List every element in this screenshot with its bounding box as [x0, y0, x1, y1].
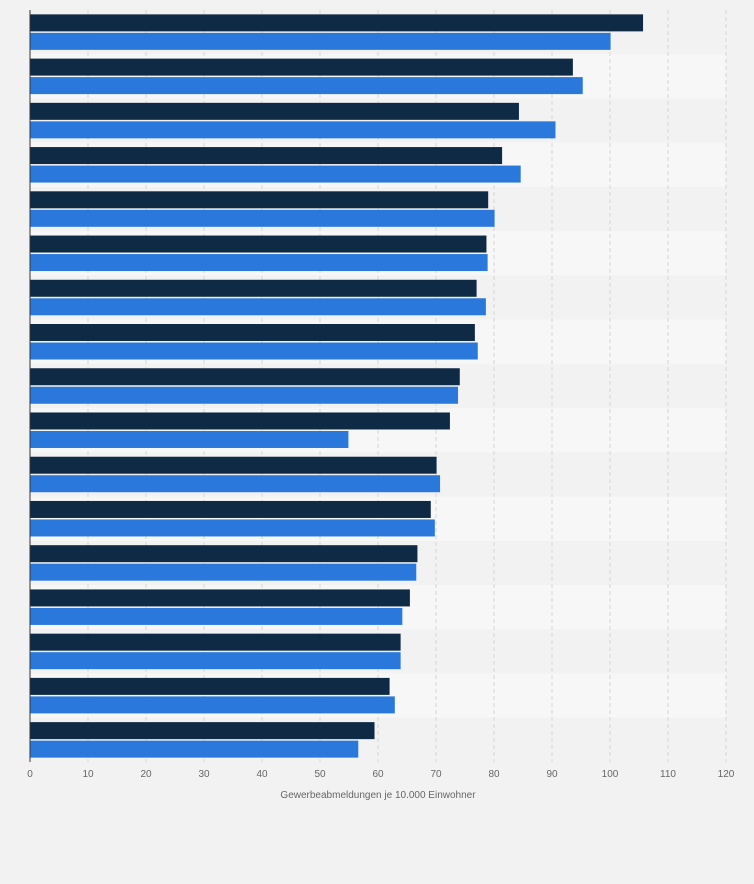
bar-series-2 — [30, 121, 556, 139]
bar-series-1 — [30, 500, 431, 518]
bar-series-1 — [30, 147, 503, 165]
bars — [30, 14, 644, 758]
bar-series-2 — [30, 475, 441, 493]
x-tick-label: 0 — [27, 769, 33, 780]
bar-series-1 — [30, 545, 418, 563]
bar-series-1 — [30, 235, 487, 253]
bar-series-2 — [30, 652, 401, 670]
x-tick-label: 40 — [256, 769, 268, 780]
bar-series-2 — [30, 254, 488, 272]
x-tick-label: 80 — [488, 769, 500, 780]
bar-series-1 — [30, 191, 489, 209]
bar-series-1 — [30, 102, 519, 120]
bar-series-1 — [30, 279, 477, 297]
x-tick-label: 30 — [198, 769, 210, 780]
x-axis-ticks: 0 10 20 30 40 50 60 70 80 90 100 110 120 — [27, 769, 735, 780]
x-tick-label: 60 — [372, 769, 384, 780]
bar-series-1 — [30, 14, 644, 32]
x-tick-label: 120 — [718, 769, 735, 780]
bar-series-2 — [30, 386, 459, 404]
bar-series-1 — [30, 589, 410, 607]
bar-series-2 — [30, 298, 486, 316]
x-tick-label: 50 — [314, 769, 326, 780]
bar-series-1 — [30, 58, 573, 76]
bar-series-2 — [30, 342, 478, 360]
bar-series-2 — [30, 32, 611, 50]
bar-series-2 — [30, 740, 359, 758]
bar-series-1 — [30, 633, 401, 651]
x-tick-label: 110 — [660, 769, 676, 780]
bar-series-2 — [30, 77, 583, 95]
x-tick-label: 70 — [430, 769, 442, 780]
x-tick-label: 90 — [546, 769, 558, 780]
bar-series-2 — [30, 165, 521, 183]
bar-series-1 — [30, 324, 475, 342]
bar-series-1 — [30, 722, 375, 740]
bar-series-1 — [30, 456, 437, 474]
bar-series-2 — [30, 607, 403, 625]
x-tick-label: 20 — [140, 769, 152, 780]
bar-series-2 — [30, 430, 349, 448]
bar-series-1 — [30, 677, 390, 695]
x-tick-label: 100 — [602, 769, 619, 780]
bar-series-2 — [30, 696, 395, 714]
x-axis-title: Gewerbeabmeldungen je 10.000 Einwohner — [280, 790, 476, 801]
x-tick-label: 10 — [82, 769, 94, 780]
bar-series-2 — [30, 563, 417, 581]
bar-series-2 — [30, 519, 435, 537]
bar-series-2 — [30, 209, 495, 227]
bar-series-1 — [30, 368, 460, 386]
bar-series-1 — [30, 412, 450, 430]
